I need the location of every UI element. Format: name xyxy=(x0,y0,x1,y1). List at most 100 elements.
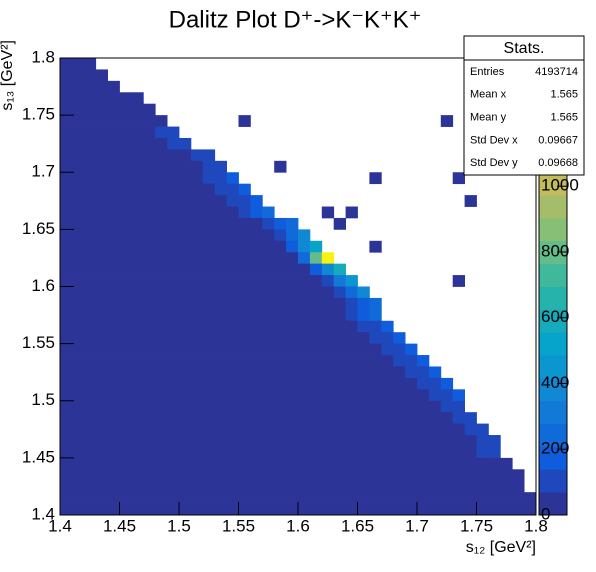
cell xyxy=(357,309,370,322)
cell xyxy=(214,343,227,356)
cell xyxy=(179,149,192,162)
cell xyxy=(286,503,299,516)
cell xyxy=(298,275,311,287)
cell xyxy=(155,435,168,447)
cell xyxy=(83,309,97,322)
cell xyxy=(107,240,120,253)
cell xyxy=(214,492,227,504)
cell xyxy=(298,252,311,265)
cell xyxy=(345,400,358,413)
color-bar-band xyxy=(539,469,567,493)
cell xyxy=(393,492,406,504)
cell xyxy=(202,457,216,470)
cell xyxy=(190,206,204,219)
cell xyxy=(274,160,287,173)
cell xyxy=(262,275,275,287)
cell xyxy=(131,172,144,185)
cell xyxy=(333,343,346,356)
cell xyxy=(119,137,132,150)
cell xyxy=(107,115,120,127)
cell xyxy=(60,320,73,333)
cell xyxy=(286,275,299,287)
cell xyxy=(214,469,227,482)
cell xyxy=(95,217,108,230)
cell xyxy=(226,435,239,447)
cell xyxy=(119,172,132,185)
cell xyxy=(214,172,227,185)
cell xyxy=(202,332,216,345)
stats-value: 1.565 xyxy=(550,112,578,124)
cell xyxy=(190,377,204,390)
cell xyxy=(83,412,97,424)
cell xyxy=(190,469,204,482)
cell xyxy=(274,423,287,436)
cell xyxy=(274,240,287,253)
cell xyxy=(95,389,108,402)
cell xyxy=(333,217,346,230)
cell xyxy=(131,389,144,402)
cell xyxy=(321,435,335,447)
cell xyxy=(143,377,156,390)
cell xyxy=(179,137,192,150)
cell xyxy=(309,343,323,356)
cell xyxy=(179,503,192,516)
cell xyxy=(71,115,85,127)
cell xyxy=(71,263,85,276)
cell xyxy=(190,172,204,185)
cell xyxy=(167,183,180,196)
cell xyxy=(452,492,465,504)
cell xyxy=(309,423,323,436)
cell xyxy=(274,263,287,276)
cell xyxy=(155,377,168,390)
cell xyxy=(107,377,120,390)
cell xyxy=(309,252,323,265)
cell xyxy=(381,480,394,493)
cell xyxy=(226,275,239,287)
cell xyxy=(238,492,251,504)
cell xyxy=(214,217,227,230)
cell xyxy=(131,377,144,390)
cell xyxy=(452,457,465,470)
cell xyxy=(417,469,430,482)
cell xyxy=(155,172,168,185)
cell xyxy=(119,366,132,379)
cell xyxy=(393,446,406,459)
cell xyxy=(60,263,73,276)
cell xyxy=(179,160,192,173)
cell xyxy=(309,457,323,470)
cell xyxy=(179,423,192,436)
cell xyxy=(83,149,97,162)
cell xyxy=(393,366,406,379)
cell xyxy=(179,400,192,413)
cell xyxy=(238,320,251,333)
cell xyxy=(345,480,358,493)
cell xyxy=(405,480,418,493)
cell xyxy=(333,435,346,447)
cell xyxy=(83,275,97,287)
cell xyxy=(309,263,323,276)
cell xyxy=(143,503,156,516)
cell xyxy=(131,355,144,367)
cell xyxy=(214,400,227,413)
cell xyxy=(131,195,144,207)
cell xyxy=(155,457,168,470)
cell xyxy=(214,206,227,219)
cell xyxy=(83,172,97,185)
z-tick-label: 200 xyxy=(541,439,569,458)
cell xyxy=(95,137,108,150)
cell xyxy=(202,160,216,173)
cell xyxy=(345,297,358,310)
cell xyxy=(440,400,454,413)
cell xyxy=(381,355,394,367)
cell xyxy=(131,252,144,265)
cell xyxy=(226,240,239,253)
cell xyxy=(357,366,370,379)
cell xyxy=(369,366,382,379)
cell xyxy=(143,435,156,447)
cell xyxy=(381,377,394,390)
cell xyxy=(179,366,192,379)
cell xyxy=(226,252,239,265)
cell xyxy=(440,492,454,504)
cell xyxy=(250,355,263,367)
cell xyxy=(60,480,73,493)
